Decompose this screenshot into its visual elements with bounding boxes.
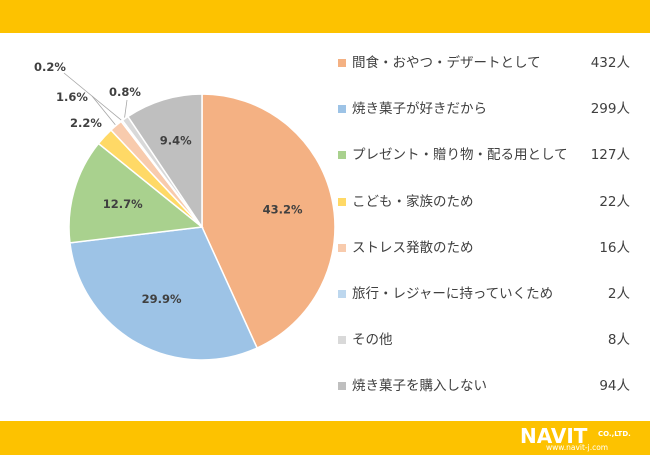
pie-slice [126, 93, 203, 230]
legend-count: 8人 [607, 332, 630, 349]
legend-label: 焼き菓子が好きだから [352, 101, 487, 118]
legend-count: 22人 [599, 193, 630, 210]
legend-count: 16人 [599, 239, 630, 256]
percent-label: 43.2% [263, 203, 303, 217]
legend-swatch [338, 59, 346, 67]
pie-slices [68, 93, 336, 361]
pie-slice [69, 226, 259, 361]
pie-slice [201, 93, 336, 350]
percent-label: 0.8% [109, 85, 141, 99]
legend-swatch [338, 197, 346, 206]
legend-label: プレゼント・贈り物・配る用として [352, 147, 568, 164]
leader-line [63, 72, 122, 121]
logo-url: www.navit-j.com [546, 443, 609, 452]
legend-item: その他 8人 [338, 330, 638, 352]
legend-item: 焼き菓子が好きだから 299人 [338, 99, 638, 121]
pie-slice [68, 142, 204, 244]
percent-label: 12.7% [103, 197, 143, 211]
legend-item: ストレス発散のため 16人 [338, 238, 638, 260]
legend-swatch [338, 151, 346, 160]
legend-item: 焼き菓子を購入しない 94人 [338, 376, 638, 398]
legend-count: 127人 [590, 147, 630, 164]
legend-item: こども・家族のため 22人 [338, 192, 638, 214]
percent-label: 9.4% [160, 134, 192, 148]
legend-swatch [338, 105, 346, 114]
legend-count: 2人 [607, 286, 630, 302]
legend-swatch [338, 382, 346, 391]
footer-band [0, 421, 650, 455]
legend-item: 旅行・レジャーに持っていくため 2人 [338, 284, 638, 306]
legend-label: 焼き菓子を購入しない [352, 378, 487, 395]
legend-label: 旅行・レジャーに持っていくため [352, 286, 554, 302]
legend-count: 94人 [599, 378, 630, 395]
company-logo: NAVIT CO.,LTD. www.navit-j.com [520, 421, 642, 455]
pie-chart: 43.2% 29.9% 12.7% 2.2% 1.6% 0.2% 0.8% 9.4% [34, 60, 336, 361]
header-band [0, 0, 650, 33]
legend-label: その他 [352, 332, 393, 349]
legend-label: 間食・おやつ・デザートとして [352, 55, 541, 71]
leader-line [124, 99, 128, 118]
leader-line [91, 95, 116, 126]
percent-label: 0.2% [34, 60, 66, 74]
percent-label: 1.6% [56, 90, 88, 104]
percent-label: 2.2% [70, 116, 102, 130]
legend-label: こども・家族のため [352, 193, 474, 210]
legend-swatch [338, 336, 346, 345]
logo-suffix: CO.,LTD. [598, 430, 631, 438]
legend-item: 間食・おやつ・デザートとして 432人 [338, 53, 638, 75]
legend-swatch [338, 290, 346, 298]
legend-count: 299人 [590, 101, 630, 118]
legend-swatch [338, 243, 346, 252]
logo-wordmark: NAVIT [520, 424, 588, 448]
leader-lines [63, 72, 128, 126]
legend-count: 432人 [590, 55, 630, 71]
percent-label: 29.9% [142, 292, 182, 306]
legend-label: ストレス発散のため [352, 239, 474, 256]
legend-item: プレゼント・贈り物・配る用として 127人 [338, 145, 638, 167]
percent-labels: 43.2% 29.9% 12.7% 2.2% 1.6% 0.2% 0.8% 9.4% [34, 60, 303, 306]
